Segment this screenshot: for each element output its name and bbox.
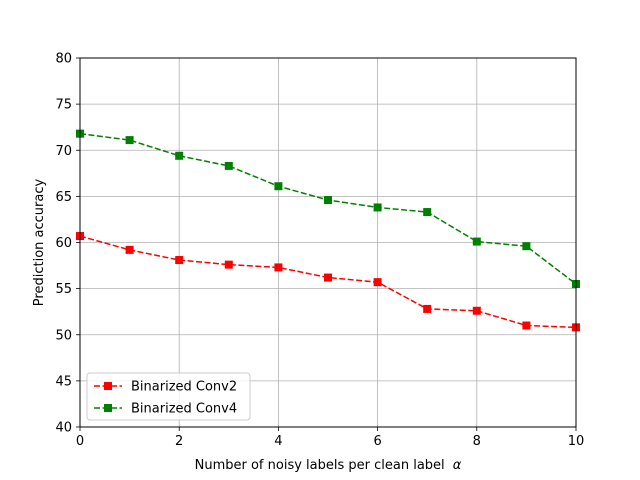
data-point	[175, 151, 184, 160]
y-tick-label: 80	[55, 52, 72, 67]
legend-label: Binarized Conv2	[131, 380, 237, 395]
x-tick-label: 0	[76, 434, 84, 449]
legend-item: Binarized Conv2	[94, 380, 237, 395]
data-point	[423, 208, 432, 217]
y-axis-label: Prediction accuracy	[32, 179, 47, 307]
legend-marker	[104, 382, 112, 390]
y-tick-label: 60	[55, 236, 72, 251]
data-point	[373, 278, 382, 287]
y-tick-label: 70	[55, 144, 72, 159]
data-point	[274, 182, 283, 191]
data-point	[373, 203, 382, 212]
x-tick-label: 2	[175, 434, 183, 449]
data-point	[125, 245, 134, 254]
y-tick-label: 65	[55, 190, 72, 205]
legend-marker	[104, 404, 112, 412]
x-tick-label: 4	[274, 434, 282, 449]
data-point	[324, 273, 332, 282]
y-tick-label: 75	[55, 98, 72, 113]
x-axis-label-text: Number of noisy labels per clean label	[195, 458, 445, 473]
y-tick-label: 55	[55, 282, 72, 297]
data-point	[423, 304, 432, 313]
y-tick-label: 50	[55, 328, 72, 343]
data-point	[224, 161, 233, 170]
legend-item: Binarized Conv4	[94, 402, 237, 417]
y-tick-label: 45	[55, 374, 72, 389]
data-point	[472, 306, 481, 315]
y-tick-label: 40	[55, 421, 72, 436]
data-point	[125, 136, 134, 145]
legend-box	[86, 372, 251, 421]
data-point	[324, 196, 332, 205]
x-tick-label: 8	[473, 434, 481, 449]
x-tick-label: 10	[568, 434, 585, 449]
data-point	[522, 242, 531, 251]
legend: Binarized Conv2 Binarized Conv4	[86, 372, 251, 421]
legend-label: Binarized Conv4	[131, 402, 237, 417]
data-point	[472, 237, 481, 246]
x-axis-label-symbol: α	[453, 458, 462, 473]
data-point	[274, 263, 283, 272]
series-1	[76, 232, 580, 332]
x-axis-label: Number of noisy labels per clean label α	[195, 458, 462, 473]
axis-ticks: 0 2 4 6 8 10 40 45 50 55 60 65 70 75 80	[55, 52, 584, 450]
data-point	[224, 260, 233, 269]
x-tick-label: 6	[373, 434, 381, 449]
legend-items: Binarized Conv2 Binarized Conv4	[94, 380, 237, 417]
data-point	[175, 256, 184, 265]
data-point	[522, 321, 531, 330]
